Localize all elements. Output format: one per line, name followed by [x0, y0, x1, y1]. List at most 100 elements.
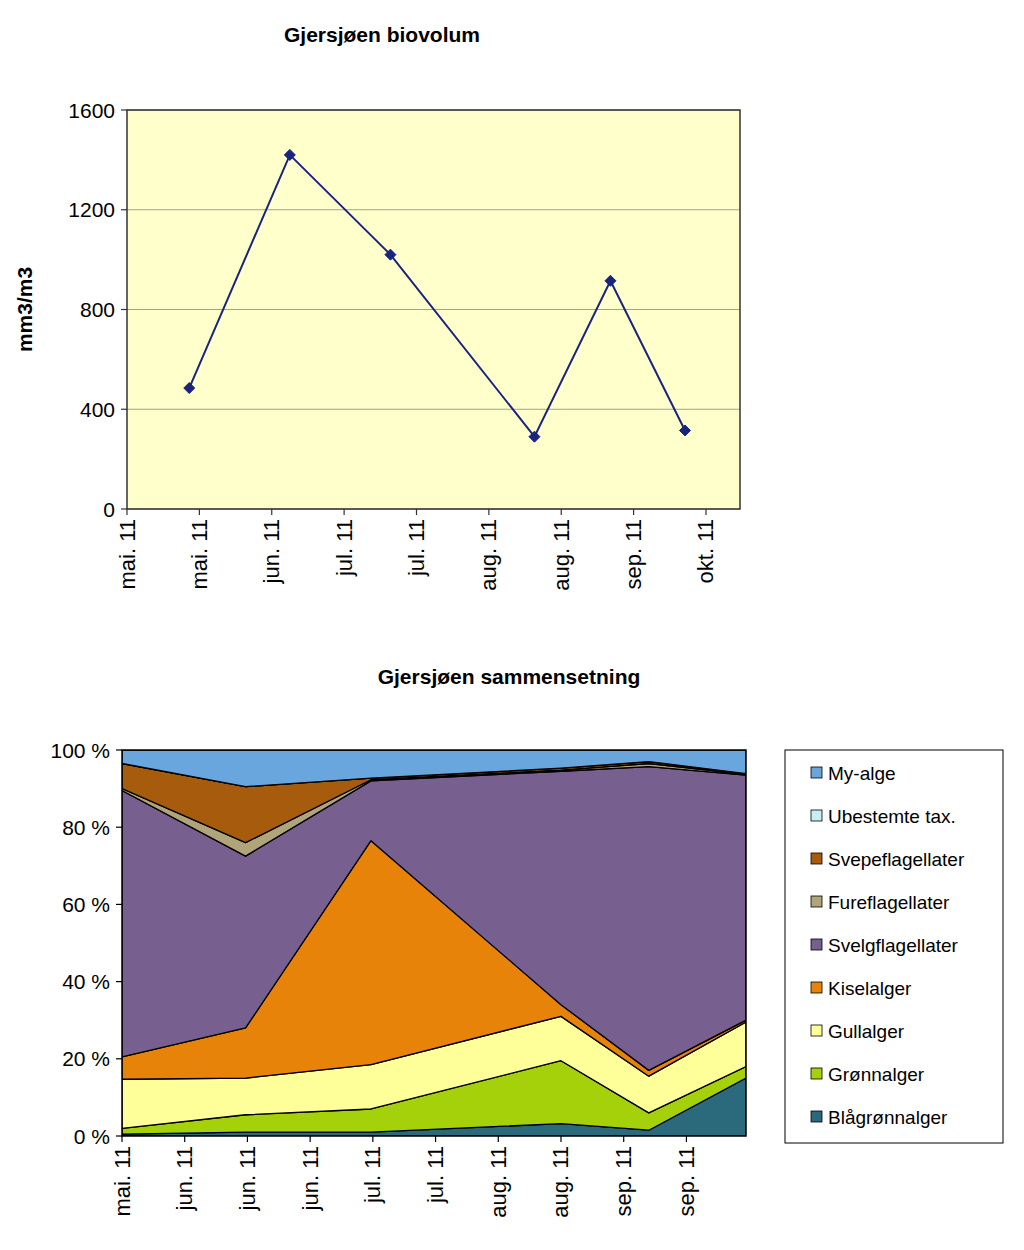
legend: My-alge Ubestemte tax. Svepeflagellater Fur…: [785, 750, 1003, 1143]
tick: [116, 904, 122, 905]
plot-frame: [127, 110, 740, 509]
tick: [121, 1136, 122, 1142]
tick-label: aug. 11: [476, 519, 501, 591]
tick-label: mai. 11: [187, 519, 212, 590]
axis-label: mm3/m3: [13, 267, 36, 352]
tick: [310, 1136, 311, 1142]
tick-label: jul. 11: [423, 1146, 448, 1204]
tick-label: 20 %: [62, 1047, 110, 1070]
tick-label: aug. 11: [549, 519, 574, 591]
tick-label: jun. 11: [298, 1146, 323, 1211]
tick-label: 800: [80, 298, 115, 321]
tick: [561, 509, 562, 515]
tick-label: 1200: [68, 198, 115, 221]
tick-label: 80 %: [62, 816, 110, 839]
chart-title: Gjersjøen biovolum: [284, 23, 480, 46]
tick: [435, 1136, 436, 1142]
tick-label: 1600: [68, 99, 115, 122]
tick-label: 0: [103, 498, 115, 521]
tick-label: 400: [80, 398, 115, 421]
legend-label: Gullalger: [828, 1021, 905, 1042]
plot-area: [127, 110, 740, 509]
legend-swatch: [811, 939, 822, 950]
tick: [344, 509, 345, 515]
legend-swatch: [811, 767, 822, 778]
legend-label: My-alge: [828, 763, 896, 784]
tick-label: mai. 11: [110, 1146, 135, 1217]
marker: [385, 249, 396, 260]
legend-label: Svelgflagellater: [828, 935, 959, 956]
data-group: [122, 750, 746, 1136]
legend-swatch: [811, 1111, 822, 1122]
tick-label: sep. 11: [621, 519, 646, 590]
grid-line: [127, 409, 740, 410]
grid-line: [127, 209, 740, 210]
legend-label: Fureflagellater: [828, 892, 950, 913]
tick-label: mai. 11: [115, 519, 140, 590]
tick-label: jun. 11: [172, 1146, 197, 1211]
tick: [116, 749, 122, 750]
tick: [705, 509, 706, 515]
legend-label: Blågrønnalger: [828, 1107, 948, 1128]
tick: [416, 509, 417, 515]
tick-label: 0 %: [74, 1125, 110, 1148]
tick-label: jul. 11: [332, 519, 357, 577]
tick-label: 100 %: [50, 739, 110, 762]
tick: [121, 109, 127, 110]
legend-swatch: [811, 1068, 822, 1079]
legend-label: Kiselalger: [828, 978, 912, 999]
area: [122, 750, 746, 787]
tick: [126, 509, 127, 515]
tick: [247, 1136, 248, 1142]
tick-label: jun. 11: [235, 1146, 260, 1211]
tick: [121, 309, 127, 310]
tick-label: 40 %: [62, 970, 110, 993]
page: Gjersjøen biovolum 0 400 800 1200 1600 mai. 11…: [0, 0, 1024, 1250]
tick: [121, 209, 127, 210]
tick: [121, 409, 127, 410]
legend-box: [785, 750, 1003, 1143]
marker: [184, 383, 195, 394]
tick-label: jul. 11: [360, 1146, 385, 1204]
tick-label: 60 %: [62, 893, 110, 916]
tick: [560, 1136, 561, 1142]
tick: [116, 1058, 122, 1059]
tick: [686, 1136, 687, 1142]
plot-frame: [122, 750, 746, 1136]
marker: [679, 425, 690, 436]
legend-label: Svepeflagellater: [828, 849, 965, 870]
data-group: [184, 149, 691, 442]
tick: [271, 509, 272, 515]
legend-swatch: [811, 896, 822, 907]
tick: [199, 509, 200, 515]
tick: [184, 1136, 185, 1142]
tick-label: sep. 11: [674, 1146, 699, 1217]
tick-label: sep. 11: [611, 1146, 636, 1217]
tick-label: aug. 11: [486, 1146, 511, 1218]
chart: Gjersjøen sammensetning 0 % 20 % 40 % 60 % 80…: [50, 665, 1003, 1218]
tick-label: jul. 11: [404, 519, 429, 577]
chart: Gjersjøen biovolum 0 400 800 1200 1600 mai. 11…: [13, 23, 741, 591]
line: [189, 155, 685, 437]
tick: [623, 1136, 624, 1142]
marker: [284, 149, 295, 160]
tick: [116, 1135, 122, 1136]
legend-swatch: [811, 982, 822, 993]
legend-swatch: [811, 853, 822, 864]
plot-area: [122, 750, 746, 1136]
tick-label: aug. 11: [548, 1146, 573, 1218]
marker: [605, 275, 616, 286]
chart-title: Gjersjøen sammensetning: [378, 665, 641, 688]
legend-label: Ubestemte tax.: [828, 806, 956, 827]
legend-swatch: [811, 1025, 822, 1036]
tick: [121, 508, 127, 509]
tick-label: okt. 11: [693, 519, 718, 583]
tick: [372, 1136, 373, 1142]
tick: [116, 981, 122, 982]
legend-swatch: [811, 810, 822, 821]
tick: [498, 1136, 499, 1142]
tick-label: jun. 11: [259, 519, 284, 584]
legend-label: Grønnalger: [828, 1064, 925, 1085]
tick: [116, 827, 122, 828]
tick: [633, 509, 634, 515]
